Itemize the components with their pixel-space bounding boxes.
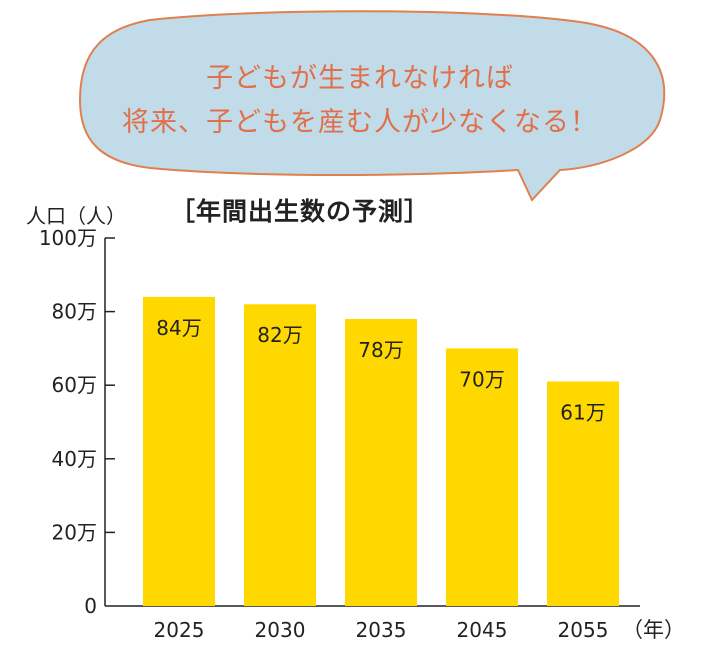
bar (244, 304, 316, 606)
x-axis-unit: （年） (622, 618, 685, 642)
y-tick-label: 60万 (52, 373, 97, 397)
y-tick-label: 100万 (39, 226, 97, 250)
speech-bubble-outline (78, 10, 666, 202)
bubble-text-line-2: 将来、子どもを産む人が少なくなる！ (122, 107, 598, 138)
bar-value-label: 61万 (560, 401, 605, 425)
x-tick-label: 2025 (154, 618, 205, 642)
y-tick-label: 40万 (52, 447, 97, 471)
y-tick-label: 80万 (52, 300, 97, 324)
y-tick-label: 20万 (52, 520, 97, 544)
x-tick-label: 2045 (457, 618, 508, 642)
x-tick-label: 2055 (558, 618, 609, 642)
bar-value-label: 82万 (257, 323, 302, 347)
y-axis-label: 人口（人） (26, 204, 126, 228)
bar-value-label: 84万 (156, 316, 201, 340)
chart-title: ［年間出生数の予測］ (170, 197, 431, 226)
bubble-text-line-1: 子どもが生まれなければ (206, 63, 514, 94)
bar (446, 348, 518, 606)
bar-value-label: 78万 (358, 338, 403, 362)
y-tick-label: 0 (84, 594, 97, 618)
bar (143, 296, 215, 606)
speech-bubble-shape (78, 10, 666, 202)
bar (345, 318, 417, 606)
x-tick-label: 2035 (356, 618, 407, 642)
speech-bubble: 子どもが生まれなければ 将来、子どもを産む人が少なくなる！ (0, 0, 709, 210)
bar (547, 381, 619, 606)
x-tick-label: 2030 (255, 618, 306, 642)
bar-value-label: 70万 (459, 367, 504, 391)
